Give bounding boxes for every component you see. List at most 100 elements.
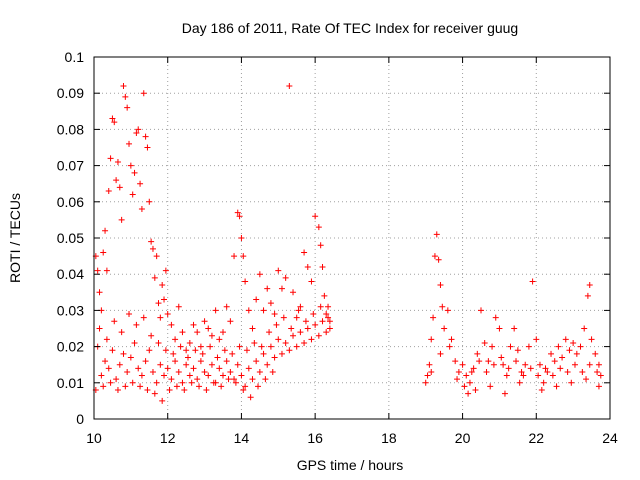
data-point <box>516 379 523 386</box>
data-point <box>221 347 228 354</box>
y-tick-label: 0.07 <box>57 158 84 174</box>
data-point <box>122 93 129 100</box>
data-point <box>155 300 162 307</box>
data-point <box>492 314 499 321</box>
data-point <box>212 307 219 314</box>
data-point <box>315 224 322 231</box>
y-tick-label: 0.04 <box>57 266 84 282</box>
data-point <box>581 325 588 332</box>
data-point <box>220 329 226 336</box>
data-point <box>131 339 138 346</box>
data-point <box>478 307 484 314</box>
y-tick-label: 0.09 <box>57 85 84 101</box>
data-point <box>570 339 577 346</box>
data-point <box>568 379 575 386</box>
data-point <box>173 383 180 390</box>
data-point <box>267 343 274 350</box>
data-point <box>159 397 166 404</box>
data-point <box>127 354 134 361</box>
data-point <box>586 361 593 368</box>
data-point <box>194 329 201 336</box>
data-point <box>293 314 300 321</box>
data-point <box>153 379 160 386</box>
data-point <box>216 365 223 372</box>
y-tick-label: 0.01 <box>57 375 84 391</box>
data-point <box>111 119 118 126</box>
data-point <box>240 253 247 260</box>
data-point <box>157 314 164 321</box>
data-point <box>470 365 477 372</box>
data-point <box>437 350 444 357</box>
data-point <box>595 383 602 390</box>
data-point <box>162 267 169 274</box>
data-point <box>234 209 241 216</box>
data-point <box>236 343 243 350</box>
data-point <box>288 325 295 332</box>
data-point <box>210 379 217 386</box>
data-point <box>116 361 123 368</box>
data-point <box>103 267 110 274</box>
x-axis-label: GPS time / hours <box>297 457 404 473</box>
data-point <box>428 336 435 343</box>
data-point <box>308 336 315 343</box>
data-point <box>220 372 226 379</box>
data-point <box>571 361 578 368</box>
data-point <box>297 303 304 310</box>
data-point <box>98 372 105 379</box>
y-axis-ticks: 0 0.01 0.02 0.03 0.04 0.05 0.06 0.07 0.08 0.09 0.1 <box>57 49 610 427</box>
data-point <box>573 350 580 357</box>
data-point <box>109 347 116 354</box>
data-point <box>151 390 158 397</box>
data-point <box>177 343 184 350</box>
data-point <box>503 372 510 379</box>
data-point <box>242 383 249 390</box>
data-point <box>153 253 160 260</box>
data-point <box>122 383 129 390</box>
data-point <box>448 336 455 343</box>
data-point <box>168 376 175 383</box>
data-point <box>161 372 168 379</box>
data-point <box>266 329 273 336</box>
data-point <box>186 372 193 379</box>
data-point <box>120 350 127 357</box>
data-point <box>100 383 107 390</box>
data-point <box>278 285 285 292</box>
data-point <box>105 365 112 372</box>
data-point <box>146 198 153 205</box>
data-point <box>323 329 330 336</box>
data-point <box>197 358 204 365</box>
data-point <box>325 314 332 321</box>
data-point <box>144 144 151 151</box>
data-point <box>489 343 496 350</box>
data-point <box>501 390 508 397</box>
data-point <box>144 387 151 394</box>
data-point <box>319 263 326 270</box>
data-point <box>196 383 203 390</box>
data-point <box>243 347 250 354</box>
data-point <box>437 282 444 289</box>
data-point <box>94 267 101 274</box>
data-point <box>208 332 215 339</box>
data-point <box>137 383 144 390</box>
data-point <box>286 347 293 354</box>
data-point <box>96 289 103 296</box>
data-point <box>549 372 556 379</box>
y-axis-label: ROTI / TECUs <box>7 193 23 283</box>
data-point <box>162 347 169 354</box>
data-point <box>138 372 145 379</box>
data-point <box>308 278 315 285</box>
data-point <box>114 158 121 165</box>
data-point <box>273 321 280 328</box>
data-point <box>535 372 542 379</box>
data-point <box>137 180 144 187</box>
data-point <box>111 318 118 325</box>
data-point <box>190 321 197 328</box>
data-point <box>518 368 525 375</box>
data-point <box>159 282 166 289</box>
data-point <box>113 376 120 383</box>
data-point <box>175 368 182 375</box>
data-point <box>269 368 276 375</box>
data-point <box>207 343 214 350</box>
data-point <box>96 325 103 332</box>
data-point <box>455 368 462 375</box>
